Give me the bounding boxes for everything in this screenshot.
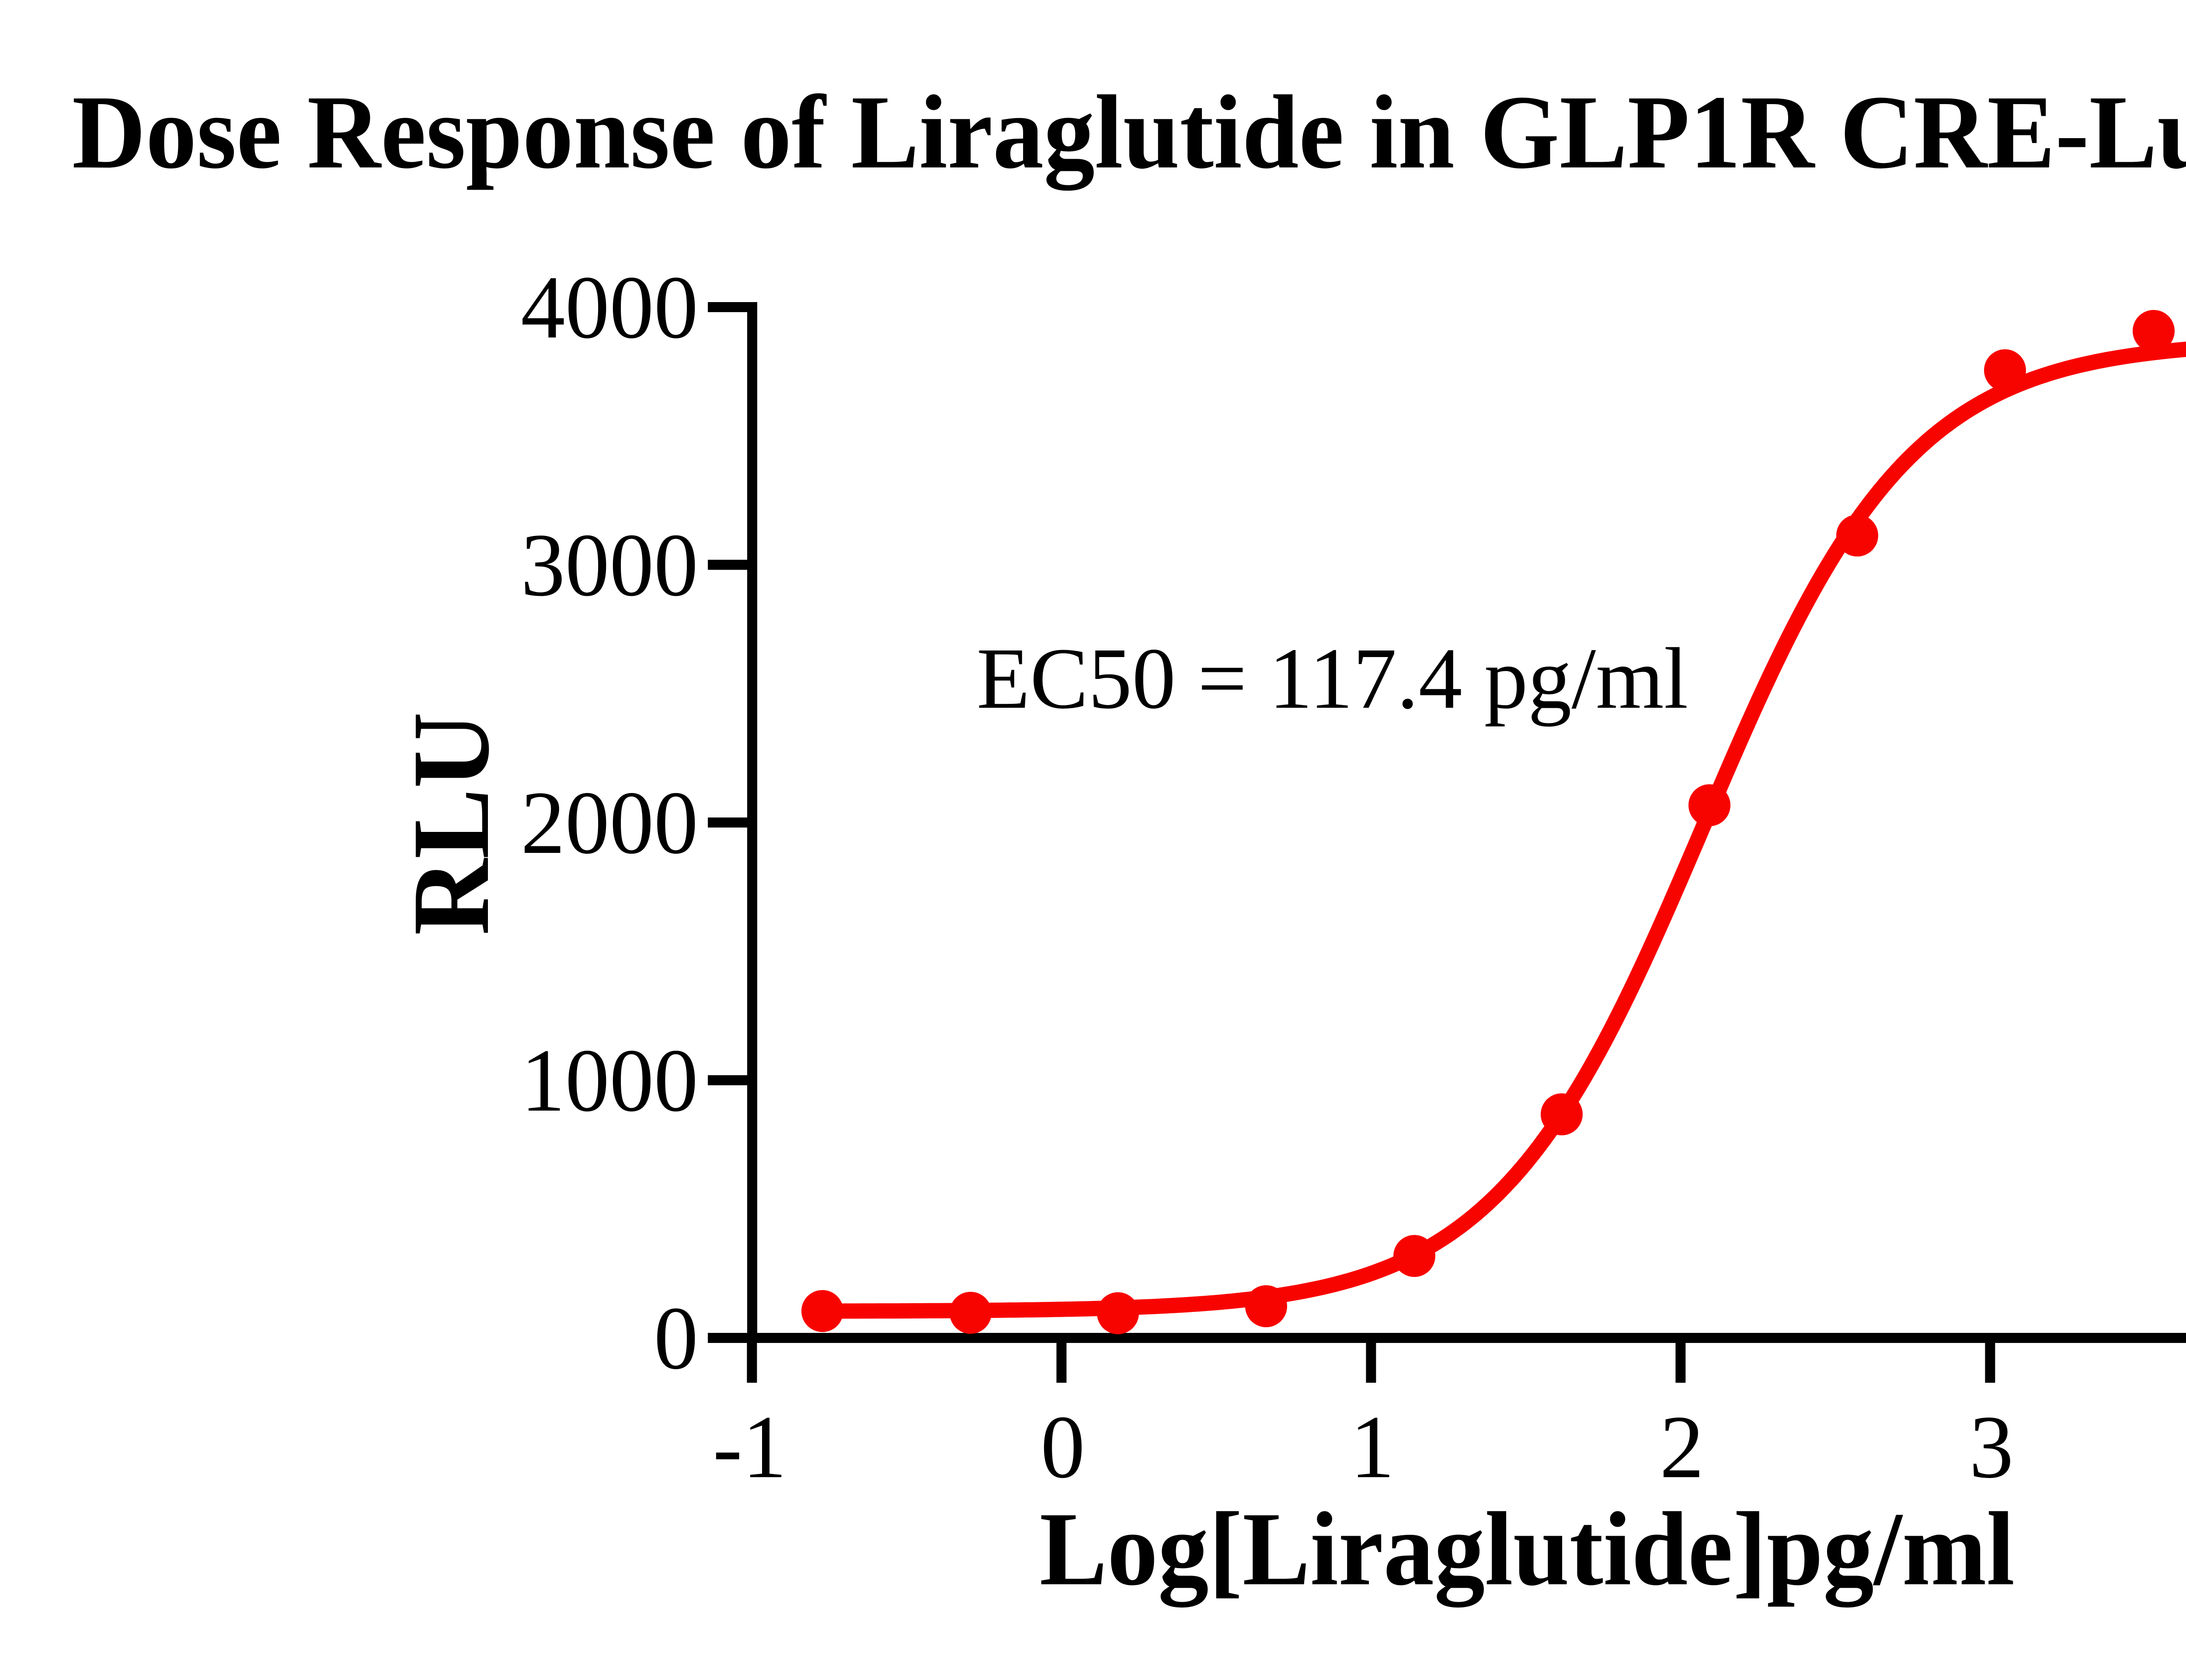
svg-text:Log[Liraglutide]pg/ml: Log[Liraglutide]pg/ml — [1040, 1491, 2015, 1607]
svg-text:RLU: RLU — [390, 712, 512, 936]
svg-text:0: 0 — [1041, 1398, 1085, 1497]
svg-text:3000: 3000 — [521, 515, 698, 615]
svg-text:4000: 4000 — [521, 258, 698, 358]
svg-text:2000: 2000 — [521, 773, 698, 873]
svg-text:3: 3 — [1969, 1398, 2013, 1497]
svg-text:Dose Response of Liraglutide i: Dose Response of Liraglutide in GLP1R CR… — [72, 63, 2186, 191]
svg-text:2: 2 — [1660, 1398, 1704, 1497]
svg-text:EC50 = 117.4 pg/ml: EC50 = 117.4 pg/ml — [977, 630, 1688, 727]
svg-text:-1: -1 — [713, 1398, 787, 1497]
svg-text:1: 1 — [1350, 1398, 1394, 1497]
svg-text:1000: 1000 — [521, 1031, 698, 1130]
svg-text:0: 0 — [654, 1289, 698, 1388]
